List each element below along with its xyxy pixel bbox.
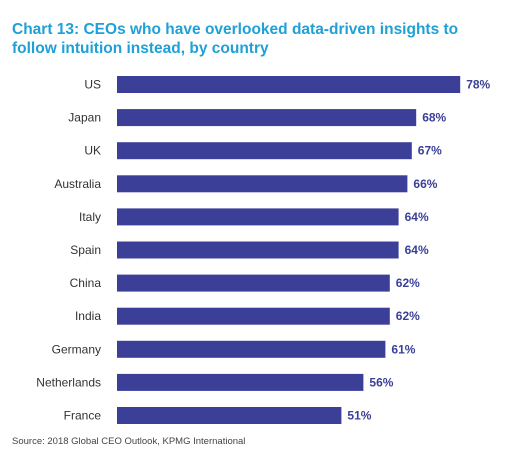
category-label-uk: UK <box>84 144 101 158</box>
value-label-spain: 64% <box>405 243 429 257</box>
chart-title: Chart 13: CEOs who have overlooked data-… <box>12 21 459 57</box>
value-label-japan: 68% <box>422 111 446 125</box>
bar-china <box>117 274 390 292</box>
value-label-china: 62% <box>396 276 420 290</box>
value-label-uk: 67% <box>418 144 442 158</box>
value-labels-layer: 78% 68% 67% 66% 64% 64% 62% 62% 61% 56% 51% <box>347 78 490 423</box>
bars-layer <box>117 76 461 424</box>
bar-india <box>117 307 390 325</box>
category-label-netherlands: Netherlands <box>36 375 101 389</box>
category-labels-layer: US Japan UK Australia Italy Spain China India Ge… <box>36 78 101 423</box>
bar-netherlands <box>117 373 364 391</box>
category-label-australia: Australia <box>54 177 101 191</box>
category-label-spain: Spain <box>70 243 101 257</box>
category-label-italy: Italy <box>79 210 101 224</box>
category-label-china: China <box>70 276 102 290</box>
bar-japan <box>117 109 417 127</box>
value-label-australia: 66% <box>413 177 437 191</box>
value-label-netherlands: 56% <box>369 375 393 389</box>
bar-uk <box>117 142 412 160</box>
category-label-india: India <box>75 309 101 323</box>
value-label-germany: 61% <box>391 342 415 356</box>
bar-us <box>117 76 461 93</box>
bar-spain <box>117 241 399 259</box>
category-label-germany: Germany <box>52 342 101 356</box>
category-label-france: France <box>64 409 102 423</box>
category-label-us: US <box>84 78 101 92</box>
bar-france <box>117 407 342 424</box>
value-label-india: 62% <box>396 309 420 323</box>
bar-australia <box>117 175 408 193</box>
bar-italy <box>117 208 399 226</box>
value-label-us: 78% <box>466 78 490 92</box>
category-label-japan: Japan <box>68 111 101 125</box>
value-label-italy: 64% <box>405 210 429 224</box>
source-note: Source: 2018 Global CEO Outlook, KPMG In… <box>12 436 246 447</box>
value-label-france: 51% <box>347 409 371 423</box>
bar-germany <box>117 340 386 358</box>
